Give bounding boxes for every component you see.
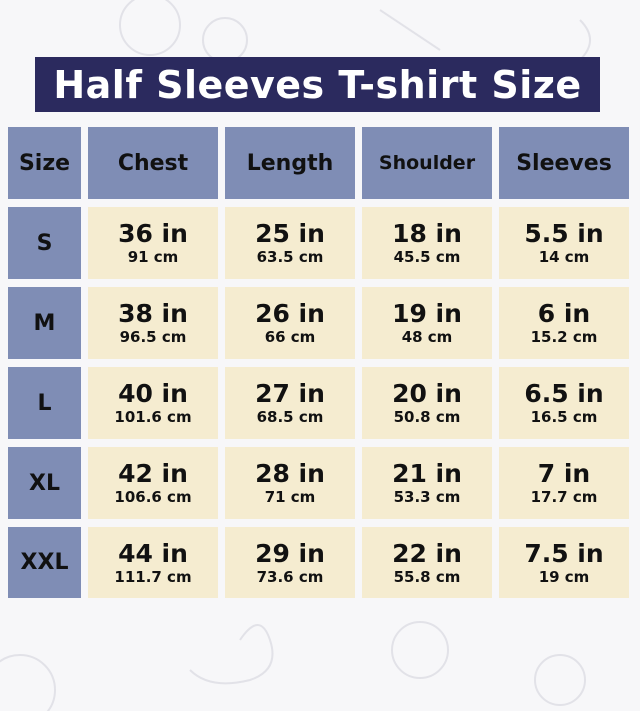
inches-value: 27 in	[255, 379, 325, 408]
column-header-length: Length	[225, 127, 355, 199]
size-label: XL	[8, 447, 81, 519]
inches-value: 5.5 in	[524, 219, 604, 248]
inches-value: 19 in	[392, 299, 462, 328]
column-header-size: Size	[8, 127, 81, 199]
inches-value: 20 in	[392, 379, 462, 408]
measurement-cell-sleeves: 7 in 17.7 cm	[499, 447, 629, 519]
cm-value: 16.5 cm	[530, 408, 598, 426]
inches-value: 21 in	[392, 459, 462, 488]
cm-value: 66 cm	[264, 328, 316, 346]
size-label: M	[8, 287, 81, 359]
column-header-chest: Chest	[88, 127, 218, 199]
inches-value: 28 in	[255, 459, 325, 488]
measurement-cell-length: 28 in 71 cm	[225, 447, 355, 519]
measurement-cell-sleeves: 7.5 in 19 cm	[499, 527, 629, 598]
cm-value: 50.8 cm	[393, 408, 461, 426]
inches-value: 25 in	[255, 219, 325, 248]
cm-value: 53.3 cm	[393, 488, 461, 506]
measurement-cell-sleeves: 6.5 in 16.5 cm	[499, 367, 629, 439]
inches-value: 29 in	[255, 538, 325, 568]
cm-value: 45.5 cm	[393, 248, 461, 266]
measurement-cell-shoulder: 21 in 53.3 cm	[362, 447, 492, 519]
size-label: S	[8, 207, 81, 279]
inches-value: 42 in	[118, 459, 188, 488]
inches-value: 6 in	[537, 299, 591, 328]
measurement-cell-chest: 40 in 101.6 cm	[88, 367, 218, 439]
measurement-cell-chest: 42 in 106.6 cm	[88, 447, 218, 519]
cm-value: 14 cm	[538, 248, 590, 266]
page-title: Half Sleeves T-shirt Size	[35, 57, 600, 112]
cm-value: 106.6 cm	[114, 488, 192, 506]
measurement-cell-sleeves: 6 in 15.2 cm	[499, 287, 629, 359]
measurement-cell-chest: 44 in 111.7 cm	[88, 527, 218, 598]
cm-value: 48 cm	[401, 328, 453, 346]
inches-value: 38 in	[118, 299, 188, 328]
cm-value: 15.2 cm	[530, 328, 598, 346]
measurement-cell-sleeves: 5.5 in 14 cm	[499, 207, 629, 279]
inches-value: 18 in	[392, 219, 462, 248]
column-header-shoulder: Shoulder	[362, 127, 492, 199]
measurement-cell-shoulder: 19 in 48 cm	[362, 287, 492, 359]
column-header-sleeves: Sleeves	[499, 127, 629, 199]
inches-value: 6.5 in	[524, 379, 604, 408]
inches-value: 7.5 in	[524, 538, 604, 568]
cm-value: 101.6 cm	[114, 408, 192, 426]
cm-value: 73.6 cm	[256, 567, 324, 586]
cm-value: 91 cm	[127, 248, 179, 266]
size-label: XXL	[8, 527, 81, 598]
measurement-cell-length: 25 in 63.5 cm	[225, 207, 355, 279]
measurement-cell-shoulder: 18 in 45.5 cm	[362, 207, 492, 279]
inches-value: 22 in	[392, 538, 462, 568]
inches-value: 40 in	[118, 379, 188, 408]
inches-value: 26 in	[255, 299, 325, 328]
measurement-cell-shoulder: 20 in 50.8 cm	[362, 367, 492, 439]
cm-value: 55.8 cm	[393, 567, 461, 586]
cm-value: 19 cm	[538, 567, 590, 586]
cm-value: 68.5 cm	[256, 408, 324, 426]
inches-value: 7 in	[537, 459, 591, 488]
inches-value: 44 in	[118, 538, 188, 568]
cm-value: 111.7 cm	[114, 567, 192, 586]
measurement-cell-length: 27 in 68.5 cm	[225, 367, 355, 439]
measurement-cell-length: 29 in 73.6 cm	[225, 527, 355, 598]
measurement-cell-chest: 38 in 96.5 cm	[88, 287, 218, 359]
cm-value: 96.5 cm	[119, 328, 187, 346]
size-table: Size Chest Length Shoulder Sleeves S 36 in 91 c…	[8, 127, 629, 598]
measurement-cell-length: 26 in 66 cm	[225, 287, 355, 359]
measurement-cell-shoulder: 22 in 55.8 cm	[362, 527, 492, 598]
cm-value: 17.7 cm	[530, 488, 598, 506]
cm-value: 71 cm	[264, 488, 316, 506]
inches-value: 36 in	[118, 219, 188, 248]
cm-value: 63.5 cm	[256, 248, 324, 266]
measurement-cell-chest: 36 in 91 cm	[88, 207, 218, 279]
size-label: L	[8, 367, 81, 439]
